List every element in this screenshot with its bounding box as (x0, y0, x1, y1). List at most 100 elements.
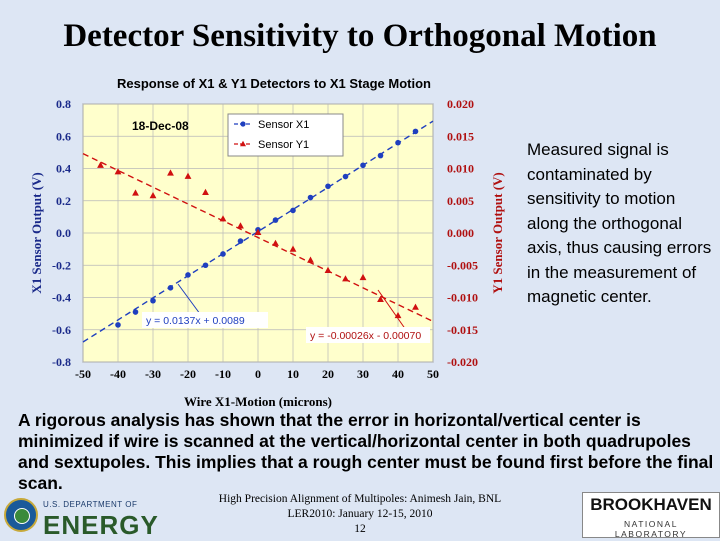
legend: Sensor X1 Sensor Y1 (227, 113, 344, 157)
y-axis-ticks: 0.8 0.6 0.4 0.2 0.0 -0.2 -0.4 -0.6 -0.8 (52, 97, 71, 369)
data-point-y1 (184, 172, 192, 179)
y-tick-label: -0.4 (52, 291, 71, 305)
y2-tick-label: -0.015 (447, 323, 478, 337)
footer: High Precision Alignment of Multipoles: … (200, 492, 520, 537)
data-point-y1 (114, 168, 122, 175)
x-tick-label: 40 (392, 367, 404, 381)
body-paragraph: A rigorous analysis has shown that the e… (18, 410, 714, 493)
fit-box-x1 (142, 312, 268, 328)
x-tick-label: 10 (287, 367, 299, 381)
y-tick-label: 0.8 (56, 97, 71, 111)
data-point-x1 (342, 173, 349, 180)
y2-axis-label: Y1 Sensor Output (V) (490, 172, 505, 293)
data-point-x1 (412, 128, 419, 135)
data-point-y1 (132, 189, 139, 196)
data-point-x1 (132, 309, 139, 315)
footer-line-2: LER2010: January 12-15, 2010 (287, 508, 433, 520)
y-axis-label: X1 Sensor Output (V) (29, 172, 44, 293)
trend-lines (82, 120, 434, 343)
legend-marker-x1 (240, 121, 246, 127)
doe-seal-icon (4, 498, 38, 532)
data-point-x1 (185, 272, 191, 278)
data-point-x1 (237, 238, 244, 244)
doe-logo: U.S. DEPARTMENT OF ENERGY (0, 492, 190, 540)
data-point-y1 (254, 228, 262, 235)
data-point-y1 (289, 245, 297, 252)
data-point-y1 (324, 266, 332, 274)
y-tick-label: -0.6 (52, 323, 71, 337)
data-point-x1 (395, 139, 401, 146)
data-point-x1 (150, 297, 156, 304)
data-points (97, 128, 419, 328)
fit-equations: y = 0.0137x + 0.0089 y = -0.00026x - 0.0… (142, 283, 430, 343)
data-point-y1 (167, 169, 174, 176)
y-tick-label: 0.2 (56, 194, 71, 208)
doe-logo-big-text: ENERGY (43, 510, 159, 540)
legend-label-x1: Sensor X1 (258, 119, 309, 131)
data-point-y1 (149, 191, 157, 199)
fit-line-y1 (82, 153, 434, 322)
data-point-x1 (272, 217, 279, 223)
y-tick-label: -0.8 (52, 355, 71, 369)
x-tick-label: -10 (215, 367, 231, 381)
bnl-logo-subtitle: NATIONAL LABORATORY (614, 519, 688, 539)
doe-logo-small-text: U.S. DEPARTMENT OF (43, 500, 138, 509)
chart-title: Response of X1 & Y1 Detectors to X1 Stag… (117, 76, 431, 91)
fit-box-y1 (306, 327, 430, 343)
y2-tick-label: -0.020 (447, 355, 478, 369)
x-tick-label: -20 (180, 367, 196, 381)
slide-title: Detector Sensitivity to Orthogonal Motio… (63, 18, 657, 54)
y2-tick-label: 0.005 (447, 194, 474, 208)
y-tick-label: 0.6 (56, 129, 71, 143)
data-point-x1 (307, 194, 314, 201)
data-point-y1 (412, 303, 419, 310)
x-tick-label: 50 (427, 367, 439, 381)
footer-line-1: High Precision Alignment of Multipoles: … (218, 493, 502, 505)
data-point-y1 (359, 273, 367, 281)
x-axis-label: Wire X1-Motion (microns) (184, 394, 332, 409)
legend-label-y1: Sensor Y1 (258, 139, 309, 151)
data-point-x1 (360, 162, 366, 169)
y-tick-label: 0.0 (56, 226, 71, 240)
legend-marker-y1 (240, 140, 246, 147)
fit-line-x1 (82, 120, 434, 343)
data-point-y1 (342, 275, 349, 282)
x-tick-label: 20 (322, 367, 334, 381)
data-point-y1 (219, 215, 227, 222)
y-tick-label: 0.4 (56, 162, 71, 176)
data-point-y1 (97, 161, 104, 168)
fit-label-y1: y = -0.00026x - 0.00070 (310, 330, 421, 342)
x-tick-label: 0 (255, 367, 261, 381)
data-point-x1 (115, 322, 121, 328)
bnl-logo-name: BROOKHAVEN (590, 495, 712, 514)
y2-tick-label: -0.010 (447, 291, 478, 305)
x-tick-label: -30 (145, 367, 161, 381)
y2-tick-label: 0.000 (447, 226, 474, 240)
data-point-y1 (237, 222, 244, 229)
page-number: 12 (354, 523, 366, 535)
legend-box (227, 113, 344, 157)
data-point-x1 (202, 262, 209, 269)
data-point-y1 (202, 188, 209, 195)
y2-tick-label: 0.010 (447, 162, 474, 176)
x-tick-label: -40 (110, 367, 126, 381)
x-tick-label: -50 (75, 367, 91, 381)
y-tick-label: -0.2 (52, 258, 71, 272)
date-label: 18-Dec-08 (132, 119, 189, 133)
y2-tick-label: 0.015 (447, 129, 474, 143)
data-point-y1 (272, 239, 279, 246)
data-point-x1 (220, 251, 226, 257)
data-point-y1 (377, 295, 384, 303)
data-point-x1 (167, 285, 174, 291)
x-axis-ticks: -50 -40 -30 -20 -10 0 10 20 30 40 50 (75, 367, 439, 381)
y2-tick-label: 0.020 (447, 97, 474, 111)
data-point-y1 (307, 256, 314, 263)
x-tick-label: 30 (357, 367, 369, 381)
data-point-x1 (377, 152, 384, 159)
side-note: Measured signal is contaminated by sensi… (527, 140, 712, 306)
y2-tick-label: -0.005 (447, 258, 478, 272)
y2-axis-ticks: 0.020 0.015 0.010 0.005 0.000 -0.005 -0.010 -0.… (447, 97, 478, 369)
data-point-x1 (325, 183, 331, 190)
chart: Response of X1 & Y1 Detectors to X1 Stag… (29, 76, 505, 409)
data-point-x1 (290, 207, 296, 214)
